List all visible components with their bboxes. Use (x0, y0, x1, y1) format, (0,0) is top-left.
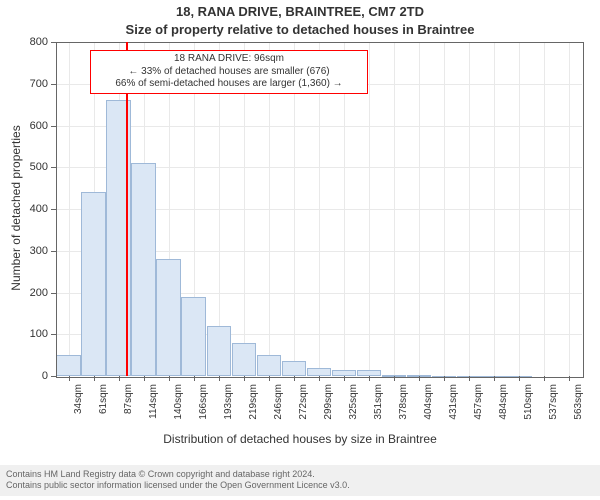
chart-container: 18, RANA DRIVE, BRAINTREE, CM7 2TD Size … (0, 0, 600, 500)
ytick-label: 500 (20, 161, 48, 173)
xtick-label: 87sqm (123, 384, 134, 414)
ytick-label: 700 (20, 78, 48, 90)
xtick-label: 246sqm (273, 384, 284, 420)
xtick-label: 563sqm (573, 384, 584, 420)
annotation-box: 18 RANA DRIVE: 96sqm ← 33% of detached h… (90, 50, 368, 94)
xtick-label: 404sqm (423, 384, 434, 420)
x-axis-label: Distribution of detached houses by size … (0, 432, 600, 446)
xtick-label: 219sqm (248, 384, 259, 420)
xtick-label: 325sqm (348, 384, 359, 420)
page-subtitle: Size of property relative to detached ho… (0, 22, 600, 37)
xtick-label: 537sqm (548, 384, 559, 420)
xtick-label: 34sqm (73, 384, 84, 414)
xtick-label: 61sqm (98, 384, 109, 414)
ytick-label: 200 (20, 287, 48, 299)
ytick-label: 0 (20, 370, 48, 382)
footer-attribution: Contains HM Land Registry data © Crown c… (0, 465, 600, 496)
xtick-label: 351sqm (373, 384, 384, 420)
xtick-label: 114sqm (148, 384, 159, 419)
ytick-label: 400 (20, 203, 48, 215)
annotation-line1: 18 RANA DRIVE: 96sqm (95, 53, 363, 66)
xtick-label: 378sqm (398, 384, 409, 420)
xtick-label: 484sqm (498, 384, 509, 420)
page-title-address: 18, RANA DRIVE, BRAINTREE, CM7 2TD (0, 4, 600, 19)
ytick-label: 300 (20, 245, 48, 257)
annotation-line2: ← 33% of detached houses are smaller (67… (95, 66, 363, 79)
xtick-label: 166sqm (198, 384, 209, 420)
xtick-label: 510sqm (523, 384, 534, 420)
xtick-label: 431sqm (448, 384, 459, 420)
footer-line1: Contains HM Land Registry data © Crown c… (6, 469, 594, 481)
footer-line2: Contains public sector information licen… (6, 480, 594, 492)
xtick-label: 299sqm (323, 384, 334, 420)
xtick-label: 193sqm (223, 384, 234, 420)
ytick-label: 600 (20, 120, 48, 132)
xtick-label: 457sqm (473, 384, 484, 420)
annotation-line3: 66% of semi-detached houses are larger (… (95, 78, 363, 91)
xtick-label: 272sqm (298, 384, 309, 420)
ytick-label: 800 (20, 36, 48, 48)
ytick-label: 100 (20, 328, 48, 340)
xtick-label: 140sqm (173, 384, 184, 420)
